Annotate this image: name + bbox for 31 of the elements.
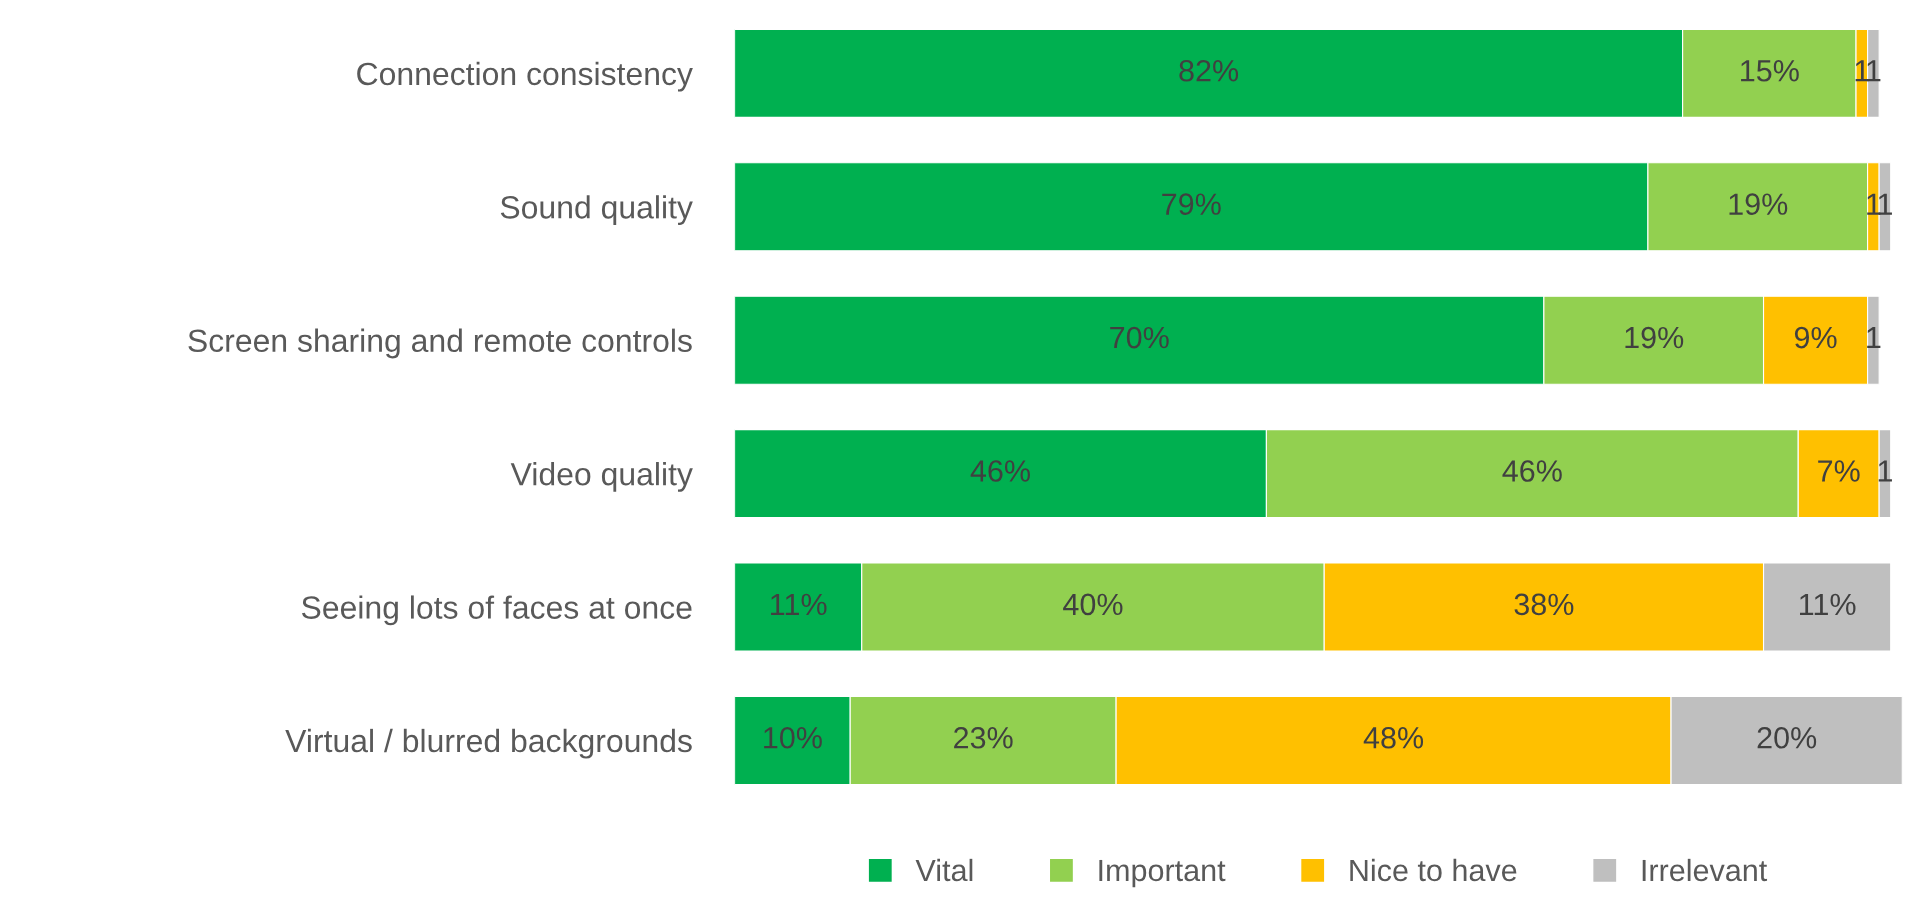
legend-label: Important: [1099, 859, 1226, 888]
legend-label: Irrelevant: [1642, 858, 1768, 882]
y-tick-label: Video quality: [510, 462, 693, 492]
data-label: 20%: [1757, 726, 1817, 749]
data-label: 19%: [1729, 193, 1788, 215]
data-label: 79%: [1162, 193, 1221, 215]
data-label: 11%: [1800, 593, 1856, 616]
data-label: 15%: [1741, 60, 1799, 82]
data-label: 9%: [1794, 326, 1837, 349]
data-label: 82%: [1179, 59, 1239, 82]
legend-label: Nice to have: [1350, 858, 1517, 882]
data-label: 1: [1867, 327, 1881, 349]
data-label: 7%: [1818, 460, 1860, 482]
data-label: 10%: [764, 726, 822, 749]
data-label: 19%: [1625, 326, 1684, 349]
data-label: 46%: [970, 460, 1030, 482]
data-label: 70%: [1110, 326, 1169, 349]
data-label: 1: [1867, 60, 1881, 82]
data-label: 40%: [1063, 593, 1123, 616]
y-tick-label: Sound quality: [500, 195, 693, 225]
y-tick-label: Screen sharing and remote controls: [188, 328, 692, 359]
data-label: 11%: [771, 593, 827, 616]
data-label: 46%: [1502, 460, 1562, 482]
data-label: 23%: [954, 726, 1013, 749]
y-tick-label: Virtual / blurred backgrounds: [285, 728, 692, 759]
data-label: 1: [1878, 460, 1892, 482]
data-label: 48%: [1363, 726, 1424, 749]
data-label: 38%: [1514, 593, 1574, 616]
legend-label: Vital: [915, 858, 973, 882]
y-tick-label: Connection consistency: [357, 61, 693, 92]
y-tick-label: Seeing lots of faces at once: [301, 595, 692, 626]
